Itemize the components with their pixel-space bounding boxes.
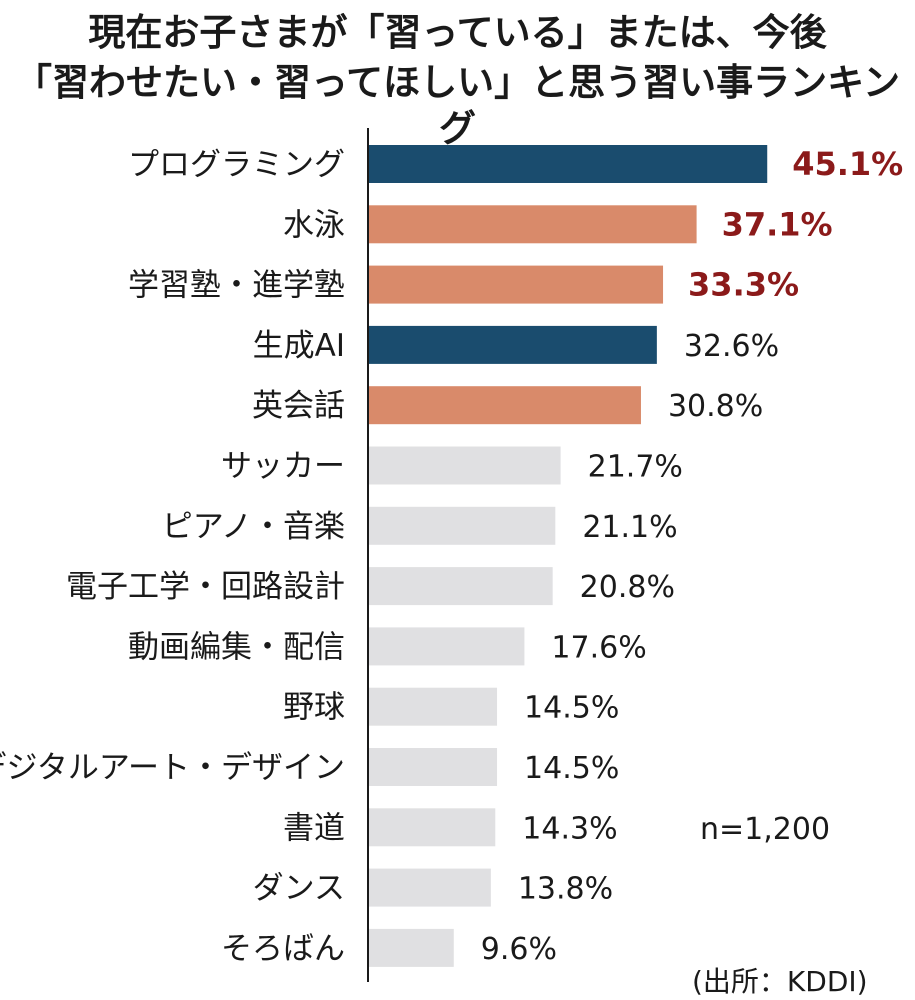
bar — [369, 748, 498, 786]
category-label: ダンス — [253, 871, 345, 907]
category-label: ピアノ・音楽 — [162, 509, 345, 545]
category-label: プログラミング — [128, 147, 345, 183]
value-label: 32.6% — [684, 329, 779, 364]
value-label: 33.3% — [688, 266, 799, 304]
category-label: 水泳 — [283, 207, 345, 243]
bar — [369, 928, 454, 967]
bar — [369, 687, 498, 726]
chart-title-line-1: 現在お子さまが「習っている」または、今後 — [88, 11, 827, 54]
value-label: 14.5% — [524, 691, 619, 726]
category-label: サッカー — [221, 449, 345, 485]
category-label: 動画編集・配信 — [128, 629, 345, 665]
category-label: 書道 — [283, 810, 345, 846]
bar — [369, 145, 768, 183]
value-label: 37.1% — [722, 205, 833, 243]
value-label: 9.6% — [481, 932, 557, 967]
category-label: 英会話 — [252, 388, 345, 424]
value-label: 30.8% — [668, 389, 763, 424]
sample-size-note: n=1,200 — [700, 812, 831, 847]
value-label: 20.8% — [580, 570, 675, 605]
bar — [369, 627, 525, 666]
chart-title-line-2: 「習わせたい・習ってほしい」と思う習い事ランキング — [14, 61, 901, 150]
category-label: 学習塾・進学塾 — [128, 268, 345, 304]
category-label: そろばん — [221, 931, 345, 967]
value-label: 21.1% — [582, 510, 677, 545]
value-label: 14.3% — [522, 811, 617, 846]
bar — [369, 567, 553, 606]
bar — [369, 506, 556, 545]
value-label: 13.8% — [518, 872, 613, 907]
bar — [369, 386, 641, 425]
value-label: 17.6% — [551, 630, 646, 665]
category-label: デジタルアート・デザイン — [0, 750, 345, 786]
value-label: 21.7% — [588, 450, 683, 485]
category-label: 野球 — [283, 690, 345, 726]
bar — [369, 808, 496, 847]
category-label: 生成AI — [253, 328, 345, 364]
bar — [369, 265, 664, 304]
bar — [369, 868, 491, 907]
source-note: (出所：KDDI) — [692, 965, 868, 998]
bar — [369, 325, 657, 364]
value-label: 45.1% — [792, 145, 903, 183]
bar — [369, 446, 561, 485]
bar — [369, 205, 697, 244]
category-label: 電子工学・回路設計 — [66, 569, 345, 605]
value-label: 14.5% — [524, 751, 619, 786]
